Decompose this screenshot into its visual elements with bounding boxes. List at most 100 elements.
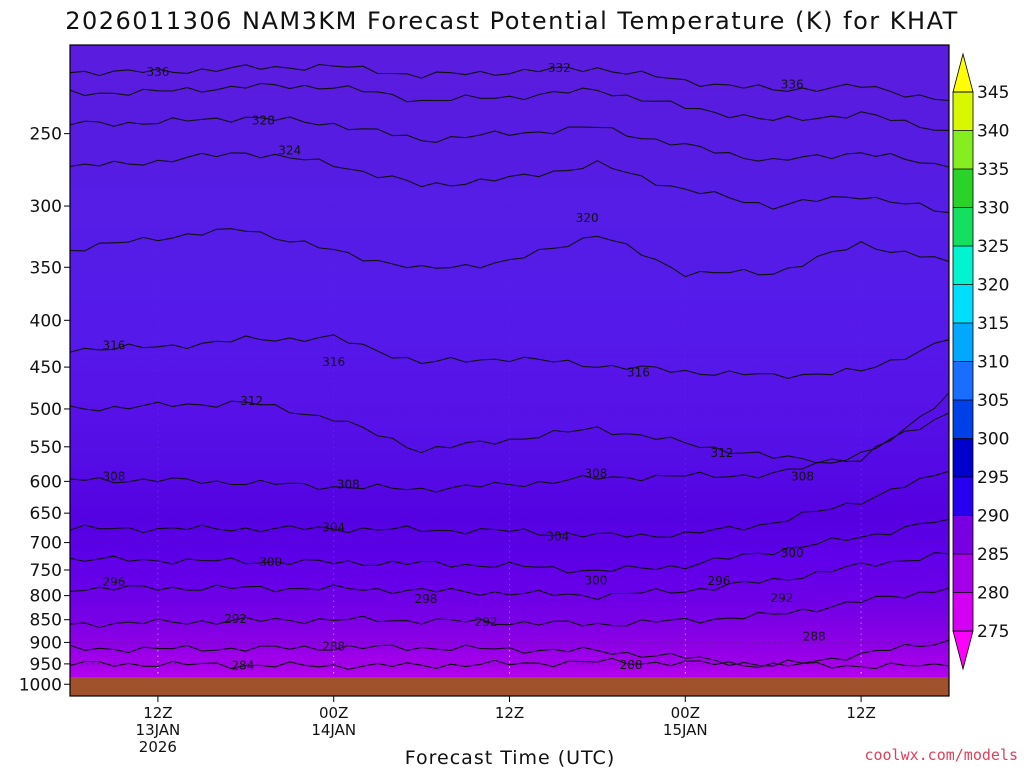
y-tick-label: 1000: [19, 675, 62, 695]
colorbar-segment: [953, 323, 973, 362]
y-tick-label: 250: [30, 125, 62, 145]
contour-label: 316: [102, 338, 125, 352]
x-tick-label: 12Z: [143, 704, 172, 722]
colorbar-tick-label: 320: [977, 276, 1009, 296]
colorbar-tick-label: 330: [977, 199, 1009, 219]
x-tick-label: 15JAN: [663, 721, 708, 739]
contour-label: 288: [803, 630, 826, 644]
colorbar-segment: [953, 169, 973, 208]
band-328: [70, 45, 949, 168]
colorbar-tick-label: 285: [977, 545, 1009, 565]
contour-label: 292: [771, 591, 794, 605]
colorbar-tick-label: 280: [977, 584, 1009, 604]
colorbar-segment: [953, 130, 973, 169]
band-288: [70, 45, 949, 667]
y-tick-label: 300: [30, 197, 62, 217]
colorbar-segment: [953, 554, 973, 593]
contour-320: [70, 228, 949, 278]
colorbar-segment: [953, 246, 973, 285]
colorbar-segment: [953, 515, 973, 554]
y-tick-label: 950: [30, 655, 62, 675]
x-tick-label: 2026: [139, 738, 177, 756]
contour-label: 292: [475, 615, 498, 629]
contour-328: [70, 116, 949, 168]
colorbar-segment: [953, 92, 973, 131]
colorbar-tick-label: 305: [977, 391, 1009, 411]
colorbar-segment: [953, 592, 973, 631]
chart-title: 2026011306 NAM3KM Forecast Potential Tem…: [65, 7, 959, 35]
contour-288: [70, 639, 949, 667]
contour-296: [70, 552, 949, 601]
contour-label: 308: [791, 470, 814, 484]
y-tick-label: 600: [30, 472, 62, 492]
y-tick-label: 400: [30, 311, 62, 331]
contour-label: 312: [240, 394, 263, 408]
contour-label: 308: [337, 478, 360, 492]
x-tick-label: 13JAN: [136, 721, 181, 739]
contour-label: 300: [259, 555, 282, 569]
colorbar-tick-label: 310: [977, 353, 1009, 373]
colorbar-top-triangle-icon: [952, 52, 974, 93]
band-312: [70, 45, 949, 463]
contour-312: [70, 392, 949, 464]
contour-label: 308: [102, 470, 125, 484]
contour-label: 304: [322, 521, 345, 535]
x-tick-label: 12Z: [846, 704, 875, 722]
y-tick-label: 850: [30, 611, 62, 631]
colorbar-tick-label: 275: [977, 622, 1009, 642]
contour-label: 292: [224, 612, 247, 626]
contour-label: 288: [322, 639, 345, 653]
ground-surface: [70, 677, 949, 696]
y-tick-label: 750: [30, 561, 62, 581]
y-tick-label: 550: [30, 438, 62, 458]
plot-area: 336 332 336 328 324 320 316 316 316 312 312 308 308 3…: [70, 45, 949, 696]
colorbar-segment: [953, 438, 973, 477]
y-tick-label: 800: [30, 587, 62, 607]
colorbar-segment: [953, 400, 973, 439]
band-300: [70, 45, 949, 573]
colorbar-tick-label: 290: [977, 507, 1009, 527]
contour-label: 324: [278, 144, 301, 158]
contour-label: 308: [584, 466, 607, 480]
contour-292: [70, 587, 949, 629]
x-tick-label: 14JAN: [311, 721, 356, 739]
x-tick-label: 12Z: [495, 704, 524, 722]
colorbar-tick-label: 340: [977, 122, 1009, 142]
colorbar-segment: [953, 477, 973, 516]
band-336: [70, 45, 949, 101]
band-292: [70, 45, 949, 628]
contour-label: 332: [548, 61, 571, 75]
band-320: [70, 45, 949, 277]
contour-labels: 336 332 336 328 324 320 316 316 316 312 312 308 308 3…: [102, 61, 825, 672]
colorbar-tick-label: 295: [977, 468, 1009, 488]
colorbar-tick-label: 315: [977, 314, 1009, 334]
contour-lines: [70, 45, 949, 670]
band-324: [70, 45, 949, 213]
y-tick-label: 500: [30, 400, 62, 420]
contour-label: 296: [102, 575, 125, 589]
contour-label: 328: [252, 114, 275, 128]
contour-label: 320: [576, 211, 599, 225]
colorbar-segment: [953, 284, 973, 323]
contour-336: [70, 63, 949, 102]
band-316: [70, 45, 949, 379]
contour-label: 336: [781, 78, 804, 92]
colorbar-tick-label: 325: [977, 237, 1009, 257]
y-tick-label: 700: [30, 534, 62, 554]
contour-label: 296: [708, 574, 731, 588]
y-tick-label: 450: [30, 358, 62, 378]
y-tick-label: 650: [30, 504, 62, 524]
band-296: [70, 45, 949, 600]
y-tick-label: 900: [30, 633, 62, 653]
colorbar-segment: [953, 361, 973, 400]
contour-label: 312: [710, 446, 733, 460]
contour-label: 300: [584, 573, 607, 587]
band-332: [70, 45, 949, 131]
colorbar-tick-label: 300: [977, 430, 1009, 450]
credit-text: coolwx.com/models: [864, 746, 1018, 764]
x-tick-label: 00Z: [319, 704, 348, 722]
colorbar-bottom-triangle-icon: [952, 630, 974, 671]
contour-label: 288: [620, 658, 643, 672]
x-tick-label: 00Z: [671, 704, 700, 722]
contour-label: 300: [781, 546, 804, 560]
